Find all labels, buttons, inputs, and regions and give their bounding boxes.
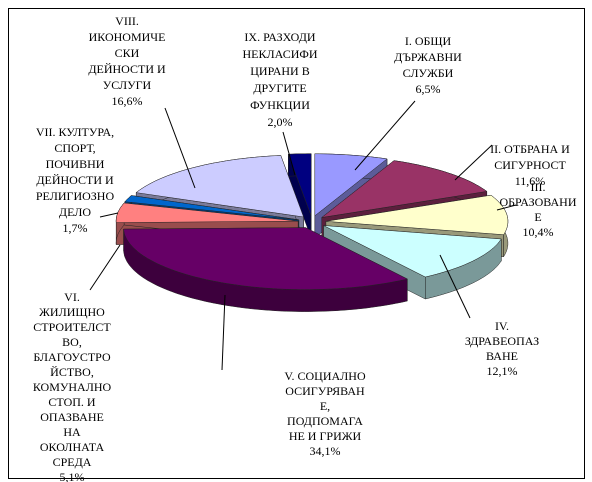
slice-label: ФУНКЦИИ	[250, 98, 310, 112]
slice-label: ДЕЙНОСТИ И	[88, 62, 166, 76]
slice-label: Е	[534, 210, 541, 224]
slice-label: ОБРАЗОВАНИ	[500, 195, 577, 209]
slice	[323, 225, 502, 278]
leader-line	[439, 254, 471, 319]
value-label: 2,0%	[268, 115, 293, 129]
slice-label: НА	[63, 425, 81, 439]
slice-label: СПОРТ,	[54, 141, 95, 155]
slice-label: ЦИРАНИ В	[250, 64, 309, 78]
slice-label: КОМУНАЛНО	[33, 380, 112, 394]
leader-line	[99, 212, 119, 218]
slice-label: ВО,	[62, 335, 82, 349]
slice	[320, 160, 488, 218]
slice-label: СРЕДА	[53, 455, 92, 469]
slice-label: ДЕЙНОСТИ И	[36, 173, 114, 187]
slice-label: НЕ И ГРИЖИ	[289, 429, 362, 443]
slice	[314, 153, 388, 217]
slice-label: НЕКЛАСИФИ	[242, 47, 317, 61]
leader-line	[164, 107, 196, 189]
slice-label: Е,	[320, 399, 330, 413]
slice-label: БЛАГОУСТРО	[33, 350, 111, 364]
leader-line	[89, 244, 121, 291]
slice-label: УСЛУГИ	[103, 78, 152, 92]
slice-label: ОСИГУРЯВАН	[285, 384, 365, 398]
value-label: 5,1%	[60, 470, 85, 482]
leader-line	[454, 144, 493, 181]
slice-label: II. ОТБРАНА И	[490, 142, 570, 156]
slice-label: ОПАЗВАНЕ	[40, 410, 104, 424]
slice-label: СТРОИТЕЛСТ	[33, 320, 111, 334]
value-label: 34,1%	[310, 444, 341, 458]
slice-label: V. СОЦИАЛНО	[284, 369, 366, 383]
slice-label: ДРУГИТЕ	[253, 81, 306, 95]
slice-label: ПОДПОМАГА	[287, 414, 363, 428]
slice-label: СИГУРНОСТ	[494, 158, 566, 172]
slice-label: III.	[531, 180, 546, 194]
slice-label: ПОЧИВНИ	[46, 157, 105, 171]
slice-label: IV.	[495, 319, 509, 333]
slice-label: I. ОБЩИ	[405, 34, 452, 48]
value-label: 16,6%	[112, 94, 143, 108]
leader-line	[496, 204, 517, 211]
slice-label: ДЪРЖАВНИ	[394, 50, 462, 64]
slice-label: РЕЛИГИОЗНО	[36, 189, 115, 203]
value-label: 10,4%	[523, 225, 554, 239]
slice	[325, 194, 509, 235]
value-label: 1,7%	[63, 221, 88, 235]
slice-label: IX. РАЗХОДИ	[244, 30, 315, 44]
leader-line	[354, 100, 416, 171]
slice-label: ДЕЛО	[59, 205, 91, 219]
slice-label: VII. КУЛТУРА,	[36, 125, 114, 139]
slice-label: СЛУЖБИ	[403, 66, 454, 80]
value-label: 12,1%	[487, 364, 518, 378]
slice-label: ЗДРАВЕОПАЗ	[465, 334, 539, 348]
leader-line	[221, 294, 226, 371]
slice-label: VI.	[64, 290, 80, 304]
slice-label: ВАНЕ	[486, 349, 518, 363]
value-label: 6,5%	[416, 82, 441, 96]
slice-label: ЖИЛИЩНО	[39, 305, 105, 319]
slice-label: ЙСТВО,	[50, 365, 94, 379]
slice	[135, 155, 304, 218]
slice-label: VIII.	[115, 14, 139, 28]
slice-label: СКИ	[115, 46, 140, 60]
slice	[124, 195, 299, 221]
leader-line	[282, 131, 296, 176]
slice-label: СТОП. И	[48, 395, 96, 409]
value-label: 11,6%	[515, 174, 546, 188]
slice-label: ОКОЛНАТА	[40, 440, 105, 454]
chart-frame	[8, 8, 585, 479]
slice-label: ИКОНОМИЧЕ	[89, 30, 166, 44]
slice	[123, 227, 409, 290]
